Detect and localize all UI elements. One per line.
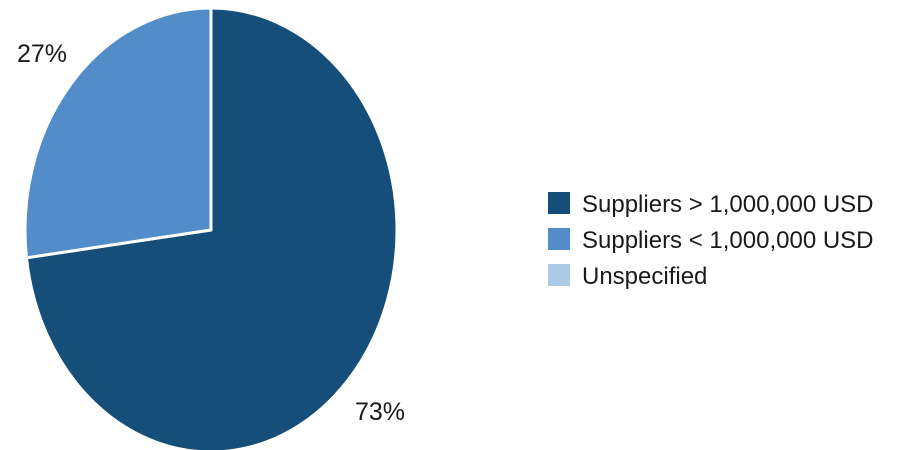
legend-label-0: Suppliers > 1,000,000 USD [582, 191, 874, 218]
legend-swatch-0 [548, 192, 570, 214]
legend: Suppliers > 1,000,000 USD Suppliers < 1,0… [548, 191, 874, 290]
slice-label-1: 27% [17, 40, 67, 68]
legend-label-2: Unspecified [582, 263, 707, 290]
legend-swatch-2 [548, 264, 570, 286]
pie-labels: 73% 27% [17, 40, 405, 426]
legend-label-1: Suppliers < 1,000,000 USD [582, 227, 874, 254]
slice-label-0: 73% [355, 398, 405, 426]
pie-slices [23, 6, 399, 450]
pie-slice-1 [23, 6, 213, 260]
legend-swatch-1 [548, 228, 570, 250]
